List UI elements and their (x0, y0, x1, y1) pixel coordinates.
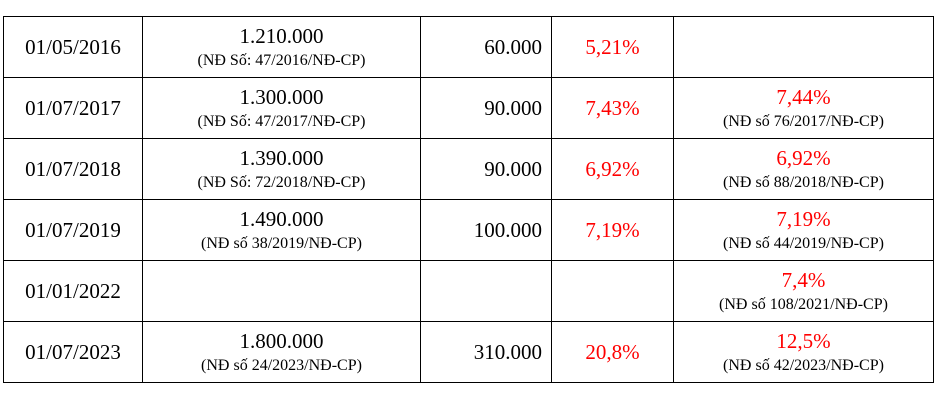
date-cell: 01/07/2018 (3, 138, 143, 200)
increase-cell: 310.000 (420, 321, 552, 383)
date-cell: 01/07/2019 (3, 199, 143, 261)
increase-cell: 90.000 (420, 138, 552, 200)
wage-cell: 1.300.000 (NĐ Số: 47/2017/NĐ-CP) (142, 77, 421, 139)
table-row: 01/01/2022 7,4% (NĐ số 108/2021/NĐ-CP) (3, 260, 934, 322)
reference-percent: 6,92% (776, 146, 831, 170)
wage-cell: 1.800.000 (NĐ số 24/2023/NĐ-CP) (142, 321, 421, 383)
wage-decree: (NĐ số 24/2023/NĐ-CP) (201, 357, 362, 374)
table-row: 01/07/2018 1.390.000 (NĐ Số: 72/2018/NĐ-CP… (3, 138, 934, 200)
date-cell: 01/05/2016 (3, 16, 143, 78)
wage-decree: (NĐ số 38/2019/NĐ-CP) (201, 235, 362, 252)
reference-percent: 7,44% (776, 85, 831, 109)
wage-cell: 1.490.000 (NĐ số 38/2019/NĐ-CP) (142, 199, 421, 261)
wage-table-body: 01/05/2016 1.210.000 (NĐ Số: 47/2016/NĐ-CP… (3, 16, 934, 383)
wage-cell (142, 260, 421, 322)
date-cell: 01/07/2017 (3, 77, 143, 139)
percent-cell: 7,43% (551, 77, 674, 139)
date-cell: 01/01/2022 (3, 260, 143, 322)
percent-cell: 7,19% (551, 199, 674, 261)
wage-amount: 1.490.000 (239, 207, 324, 231)
increase-cell: 100.000 (420, 199, 552, 261)
increase-cell: 90.000 (420, 77, 552, 139)
wage-amount: 1.390.000 (239, 146, 324, 170)
reference-cell: 7,19% (NĐ số 44/2019/NĐ-CP) (673, 199, 934, 261)
wage-decree: (NĐ Số: 47/2017/NĐ-CP) (197, 113, 366, 130)
reference-decree: (NĐ số 108/2021/NĐ-CP) (719, 296, 888, 313)
table-row: 01/07/2019 1.490.000 (NĐ số 38/2019/NĐ-CP)… (3, 199, 934, 261)
increase-cell (420, 260, 552, 322)
wage-cell: 1.210.000 (NĐ Số: 47/2016/NĐ-CP) (142, 16, 421, 78)
reference-percent: 12,5% (776, 329, 831, 353)
percent-cell: 5,21% (551, 16, 674, 78)
date-cell: 01/07/2023 (3, 321, 143, 383)
percent-cell: 20,8% (551, 321, 674, 383)
wage-cell: 1.390.000 (NĐ Số: 72/2018/NĐ-CP) (142, 138, 421, 200)
reference-percent: 7,19% (776, 207, 831, 231)
wage-table: 01/05/2016 1.210.000 (NĐ Số: 47/2016/NĐ-CP… (3, 16, 934, 383)
reference-decree: (NĐ số 88/2018/NĐ-CP) (723, 174, 884, 191)
table-row: 01/07/2017 1.300.000 (NĐ Số: 47/2017/NĐ-CP… (3, 77, 934, 139)
reference-decree: (NĐ số 44/2019/NĐ-CP) (723, 235, 884, 252)
reference-decree: (NĐ số 76/2017/NĐ-CP) (723, 113, 884, 130)
reference-cell: 12,5% (NĐ số 42/2023/NĐ-CP) (673, 321, 934, 383)
wage-amount: 1.210.000 (239, 24, 324, 48)
reference-cell (673, 16, 934, 78)
wage-decree: (NĐ Số: 72/2018/NĐ-CP) (197, 174, 366, 191)
reference-cell: 7,4% (NĐ số 108/2021/NĐ-CP) (673, 260, 934, 322)
percent-cell: 6,92% (551, 138, 674, 200)
wage-amount: 1.300.000 (239, 85, 324, 109)
table-row: 01/05/2016 1.210.000 (NĐ Số: 47/2016/NĐ-CP… (3, 16, 934, 78)
reference-decree: (NĐ số 42/2023/NĐ-CP) (723, 357, 884, 374)
reference-cell: 6,92% (NĐ số 88/2018/NĐ-CP) (673, 138, 934, 200)
wage-amount: 1.800.000 (239, 329, 324, 353)
table-row: 01/07/2023 1.800.000 (NĐ số 24/2023/NĐ-CP)… (3, 321, 934, 383)
wage-decree: (NĐ Số: 47/2016/NĐ-CP) (197, 52, 366, 69)
reference-percent: 7,4% (781, 268, 826, 292)
reference-cell: 7,44% (NĐ số 76/2017/NĐ-CP) (673, 77, 934, 139)
percent-cell (551, 260, 674, 322)
increase-cell: 60.000 (420, 16, 552, 78)
